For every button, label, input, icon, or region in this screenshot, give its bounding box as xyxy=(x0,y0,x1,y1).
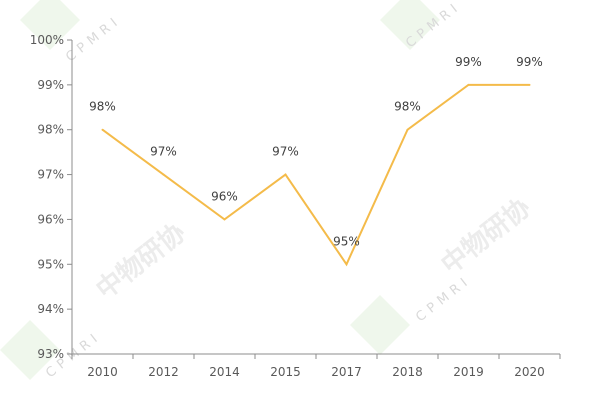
series-layer xyxy=(101,83,531,267)
data-point xyxy=(223,218,226,221)
data-point xyxy=(162,173,165,176)
watermark-chinese: 中物研协 xyxy=(91,218,191,306)
x-tick-label: 2017 xyxy=(331,365,362,379)
x-tick-label: 2015 xyxy=(270,365,301,379)
data-label: 99% xyxy=(516,55,543,69)
data-label: 98% xyxy=(89,100,116,114)
watermark-chinese: 中物研协 xyxy=(436,193,536,281)
y-tick-label: 98% xyxy=(37,123,64,137)
y-tick-label: 94% xyxy=(37,302,64,316)
y-tick-label: 99% xyxy=(37,78,64,92)
x-tick-label: 2014 xyxy=(209,365,240,379)
x-tick-label: 2019 xyxy=(453,365,484,379)
watermark-logo-icon xyxy=(380,0,440,50)
data-label: 95% xyxy=(333,234,360,248)
watermark-logo-icon xyxy=(0,320,60,380)
data-label: 98% xyxy=(394,100,421,114)
x-tick-label: 2010 xyxy=(87,365,118,379)
data-label: 97% xyxy=(272,145,299,159)
data-point xyxy=(345,263,348,266)
data-label-layer: 98% 97% 96% 97% 95% 98% 99% 99% xyxy=(89,55,543,248)
y-tick-label: 95% xyxy=(37,257,64,271)
watermark-latin: CPMRI xyxy=(413,273,474,325)
data-label: 97% xyxy=(150,145,177,159)
y-tick-label: 93% xyxy=(37,347,64,361)
y-tick-label: 96% xyxy=(37,212,64,226)
data-point xyxy=(101,128,104,131)
watermark-logo-icon xyxy=(350,295,410,355)
watermark-logo-icon xyxy=(20,0,80,50)
data-label: 96% xyxy=(211,189,238,203)
x-tick-label: 2018 xyxy=(392,365,423,379)
data-point xyxy=(528,83,531,86)
y-tick-label: 100% xyxy=(30,33,64,47)
axes: 100% 99% 98% 97% 96% 95% 94% 93% 2010 2012 2014 201… xyxy=(30,33,561,379)
data-point xyxy=(406,128,409,131)
data-point xyxy=(467,83,470,86)
x-tick-label: 2012 xyxy=(148,365,179,379)
data-label: 99% xyxy=(455,55,482,69)
data-point xyxy=(284,173,287,176)
series-line xyxy=(101,83,530,267)
x-tick-label: 2020 xyxy=(514,365,545,379)
y-tick-label: 97% xyxy=(37,168,64,182)
